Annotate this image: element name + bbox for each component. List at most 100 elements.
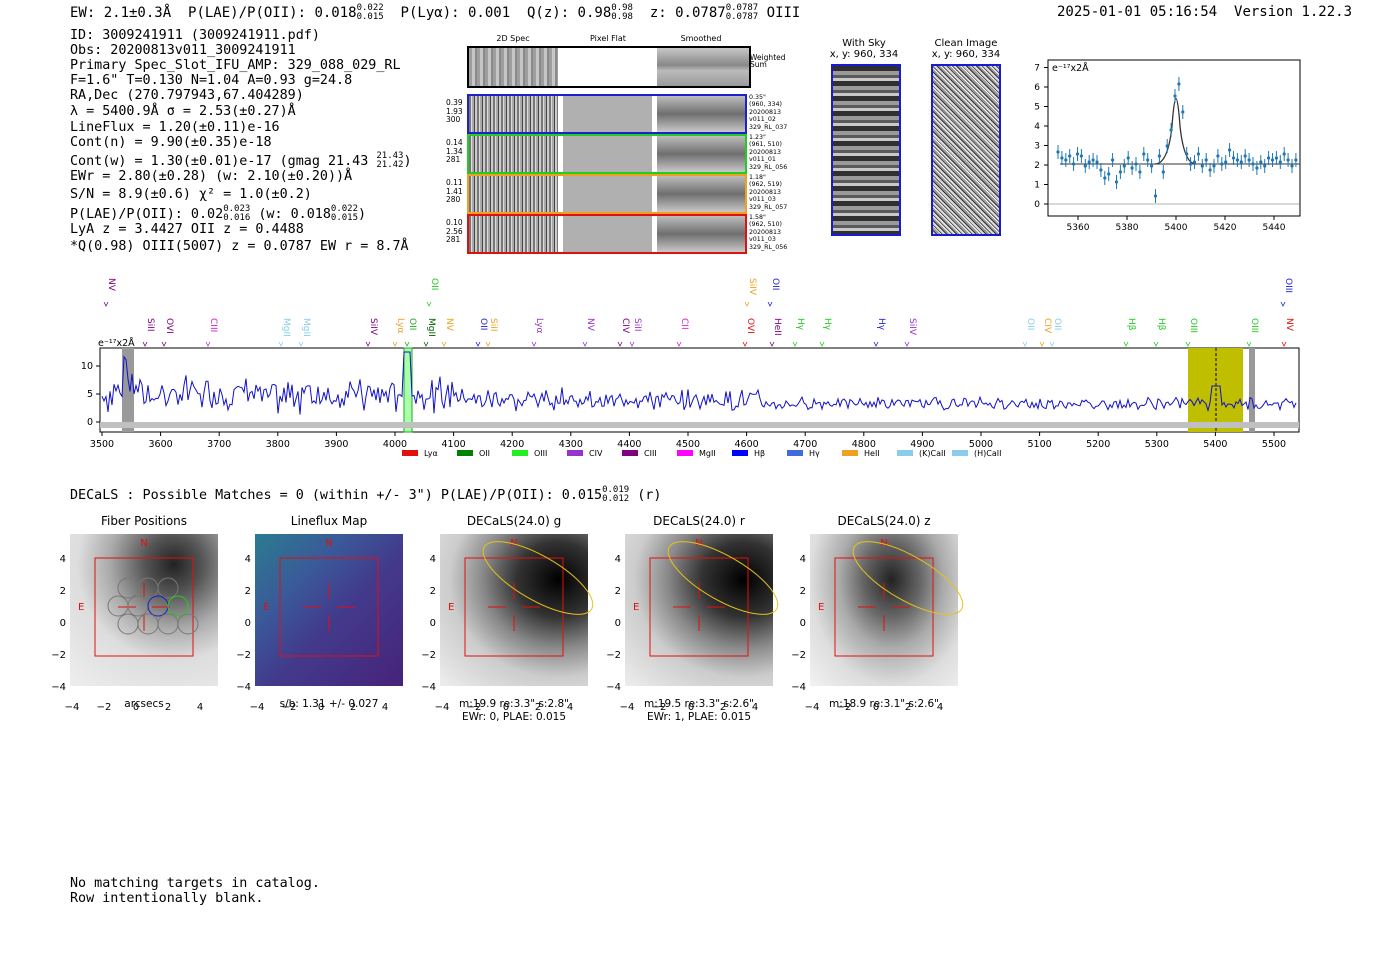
fiber-detail-shot: v011_03: [749, 196, 776, 204]
panel-ytick-label: −2: [51, 650, 66, 661]
panel-xtick-label: 2: [535, 702, 541, 713]
clean-image-xy: x, y: 960, 334: [931, 49, 1001, 60]
spectrum-xtick-label: 5400: [1203, 439, 1227, 450]
panel-ytick-label: 0: [430, 618, 436, 629]
legend-label: OIII: [534, 449, 547, 458]
zoom-point: [1290, 164, 1294, 168]
spectrum-xtick-label: 4400: [617, 439, 641, 450]
fiber-smoothed-image: [657, 176, 745, 212]
fiber-2dspec-image: [469, 216, 558, 252]
fiber-detail-date: 20200813: [749, 188, 782, 196]
zoom-yticks: 0 1 2 3 4 5 6 7: [1034, 64, 1048, 210]
panel-ytick-label: 2: [60, 586, 66, 597]
zoom-point: [1270, 158, 1275, 162]
zoom-point: [1263, 164, 1267, 168]
line-label-brace: [161, 341, 167, 347]
zoom-point: [1196, 152, 1200, 156]
panel-north-label: N: [325, 538, 332, 549]
line-label: Lyα: [534, 318, 544, 334]
spectrum-xtick-label: 5500: [1262, 439, 1286, 450]
fiber-circle: [127, 595, 149, 617]
line-label-brace: [1281, 341, 1287, 347]
info-contw: Cont(w) = 1.30(±0.01)e-17 (gmag 21.43: [70, 154, 369, 169]
line-label: OIII: [1283, 278, 1293, 293]
panel-ytick-label: −4: [421, 682, 436, 693]
panel-xtick-label: 0: [688, 702, 694, 713]
panel-xtick-label: 4: [197, 702, 203, 713]
spectrum-ytick-label: 5: [87, 389, 93, 400]
info-contw-sub: 21.42: [376, 160, 404, 170]
panel-caption-1: m:19.9 re:3.3" s:2.8": [459, 698, 569, 710]
fiber-detail-dist: 0.35": [749, 94, 766, 101]
panel-title: DECaLS(24.0) r: [653, 514, 745, 528]
fiber-2dspec-image: [469, 136, 558, 172]
header-right: 2025-01-01 05:16:54 Version 1.22.3: [1057, 4, 1352, 20]
legend-swatch: [402, 450, 418, 456]
zoom-point: [1267, 156, 1271, 160]
zoom-ylabel: e⁻¹⁷x2Å: [1052, 62, 1089, 74]
fiber-weight-2: 1.41: [446, 186, 463, 196]
fiber-detail-dist: 1.18": [749, 174, 766, 181]
line-label-brace: [278, 341, 284, 347]
panel-xtick-label: 2: [905, 702, 911, 713]
panel-caption-1: arcsecs: [124, 698, 164, 710]
panel-overlay: N E −4 −4 −2 −2 0 0 2 2 4 4: [236, 538, 388, 713]
decals-summary: DECaLS : Possible Matches = 0 (within +/…: [70, 486, 661, 504]
header-q: Q(z): 0.98: [526, 5, 612, 21]
fiber-weight-3: 300: [446, 115, 461, 124]
spectrum-legend: Lyα OII OIII CIV CIII MgII Hβ Hγ HeII (K)CaII (H)C…: [402, 449, 1001, 458]
info-contw-end: ): [403, 154, 412, 169]
line-label: OII: [770, 278, 780, 290]
panel-ytick-label: 2: [800, 586, 806, 597]
panel-xtick-label: −4: [65, 702, 80, 713]
panel-xtick-label: 4: [567, 702, 573, 713]
line-label-brace: [792, 341, 798, 347]
zoom-point: [1286, 158, 1290, 162]
panel-caption-2: EWr: 0, PLAE: 0.015: [461, 711, 567, 723]
zoom-point: [1177, 82, 1181, 86]
spectrum-xtick-label: 3900: [324, 439, 348, 450]
spectrum-xtick-label: 4700: [793, 439, 817, 450]
panel-ytick-label: 4: [800, 554, 806, 565]
fiber-details: 1.23" (961, 510) 20200813 v011_01 329_RL_056: [749, 134, 787, 171]
zoom-point: [1282, 152, 1286, 156]
zoom-ytick-label: 3: [1034, 142, 1040, 152]
spectrum-xtick-label: 4900: [910, 439, 934, 450]
zoom-spectrum-plot: e⁻¹⁷x2Å 0 1 2 3 4 5 6 7 5360 5380 5400 5420 5440: [1034, 59, 1301, 233]
zoom-point: [1114, 180, 1119, 184]
fiber-detail-amp: 329_RL_056: [749, 243, 788, 251]
line-label: Lyα: [395, 318, 405, 334]
line-label-brace: [1022, 341, 1028, 347]
spectrum-xtick-label: 5100: [1028, 439, 1052, 450]
fiber-pixel-flat-image: [563, 96, 652, 132]
panel-xtick-label: −2: [282, 702, 297, 713]
zoom-point: [1107, 172, 1111, 176]
legend-label: (H)CaII: [974, 449, 1001, 458]
legend-swatch: [567, 450, 583, 456]
line-label-brace: [103, 301, 109, 307]
fiber-circle: [117, 613, 139, 635]
spectrum-xtick-label: 4500: [676, 439, 700, 450]
fiber-detail-amp: 329_RL_056: [749, 163, 788, 171]
line-label: Hβ: [1156, 318, 1166, 331]
fiber-cutout-frame: [467, 94, 747, 134]
col-title-pixel-flat: Pixel Flat: [590, 34, 626, 43]
line-label: MgII: [426, 318, 436, 337]
line-label: Hγ: [876, 318, 886, 331]
panel-ytick-label: −4: [236, 682, 251, 693]
header-q-sup: 0.98: [611, 3, 633, 13]
fiber-weight-3: 280: [446, 195, 461, 204]
zoom-point: [1185, 152, 1189, 156]
legend-label: CIII: [644, 449, 657, 458]
zoom-point: [1278, 160, 1282, 164]
decals-end: (r): [637, 488, 662, 503]
zoom-point: [1138, 170, 1142, 174]
info-plae-sup: 0.023: [223, 204, 251, 214]
spectrum-xtick-label: 4800: [852, 439, 876, 450]
with-sky-image: [831, 64, 901, 236]
panel-ytick-label: 0: [800, 618, 806, 629]
zoom-point: [1165, 144, 1169, 148]
legend-label: Lyα: [424, 449, 438, 458]
zoom-point: [1079, 154, 1083, 158]
